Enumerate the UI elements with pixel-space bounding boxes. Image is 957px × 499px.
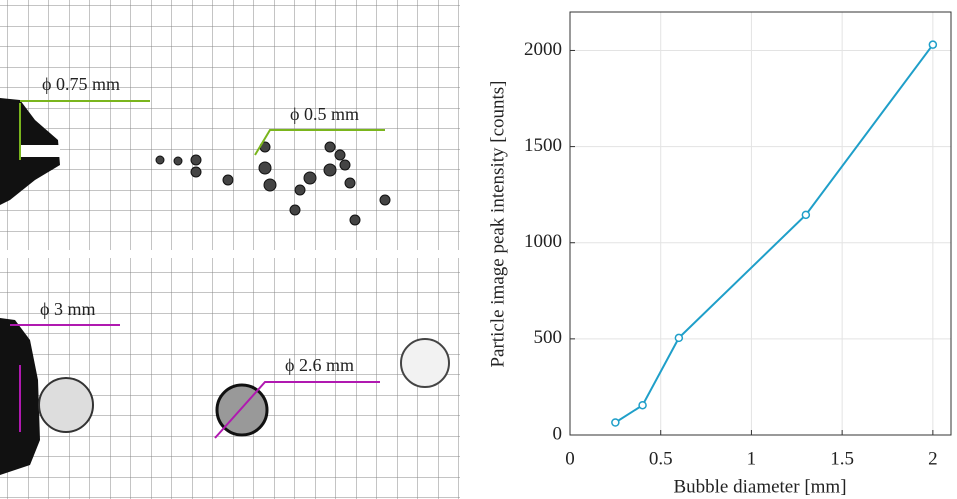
data-point: [674, 333, 684, 343]
annotation: ϕ 0.75 mm: [42, 74, 120, 94]
x-tick-label: 0.5: [649, 448, 673, 469]
y-tick-label: 0: [553, 423, 563, 444]
data-point: [801, 210, 811, 220]
x-tick-label: 1: [747, 448, 757, 469]
x-axis-label: Bubble diameter [mm]: [673, 476, 846, 497]
photo-bottom: ϕ 3 mm ϕ 2.6 mm: [0, 258, 460, 499]
data-point: [611, 418, 620, 427]
y-tick-label: 500: [534, 327, 563, 348]
y-tick-label: 1000: [524, 231, 562, 252]
annotation: ϕ 2.6 mm: [285, 355, 354, 375]
x-tick-label: 1.5: [830, 448, 854, 469]
x-tick-label: 0: [565, 448, 575, 469]
axes-box: [569, 11, 952, 436]
annotation: ϕ 0.5 mm: [290, 104, 359, 124]
data-point: [928, 40, 938, 49]
annotation: ϕ 3 mm: [40, 299, 95, 319]
y-tick-label: 2000: [524, 39, 562, 60]
plot-area: [570, 12, 951, 435]
data-point: [638, 400, 647, 410]
x-tick-label: 2: [928, 448, 938, 469]
y-axis-label: Particle image peak intensity [counts]: [487, 80, 508, 367]
photo-top: ϕ 0.75 mm ϕ 0.5 mm: [0, 0, 460, 250]
y-tick-label: 1500: [524, 135, 562, 156]
